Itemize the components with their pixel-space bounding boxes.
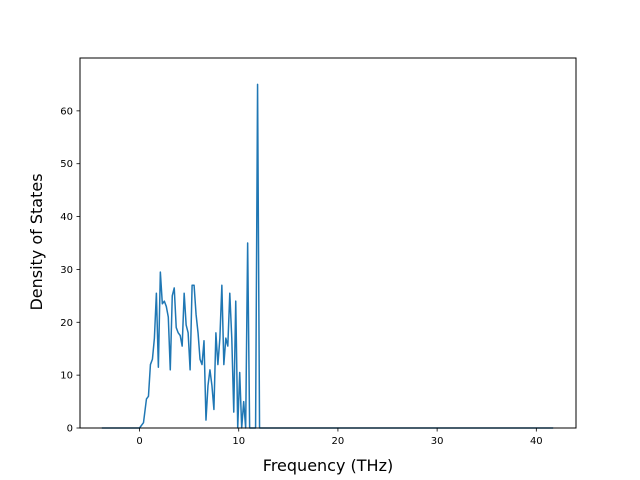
x-tick-label: 30 bbox=[431, 436, 444, 447]
y-tick-label: 60 bbox=[60, 106, 73, 117]
plot-area bbox=[101, 83, 554, 429]
y-tick-label: 20 bbox=[60, 318, 73, 329]
y-axis-label: Density of States bbox=[27, 173, 46, 310]
y-tick-label: 40 bbox=[60, 212, 73, 223]
y-tick-label: 0 bbox=[67, 424, 73, 435]
axes-frame bbox=[79, 57, 577, 429]
y-tick-label: 10 bbox=[60, 371, 73, 382]
y-axis-ticks: 0 10 20 30 40 50 60 bbox=[60, 106, 80, 435]
x-tick-label: 40 bbox=[530, 436, 543, 447]
y-tick-label: 50 bbox=[60, 159, 73, 170]
series-line-0 bbox=[101, 83, 554, 429]
x-tick-label: 10 bbox=[232, 436, 245, 447]
x-tick-label: 0 bbox=[136, 436, 142, 447]
x-axis-ticks: 0 10 20 30 40 bbox=[136, 428, 543, 447]
x-axis-label: Frequency (THz) bbox=[263, 456, 393, 475]
x-tick-label: 20 bbox=[332, 436, 345, 447]
y-tick-label: 30 bbox=[60, 265, 73, 276]
